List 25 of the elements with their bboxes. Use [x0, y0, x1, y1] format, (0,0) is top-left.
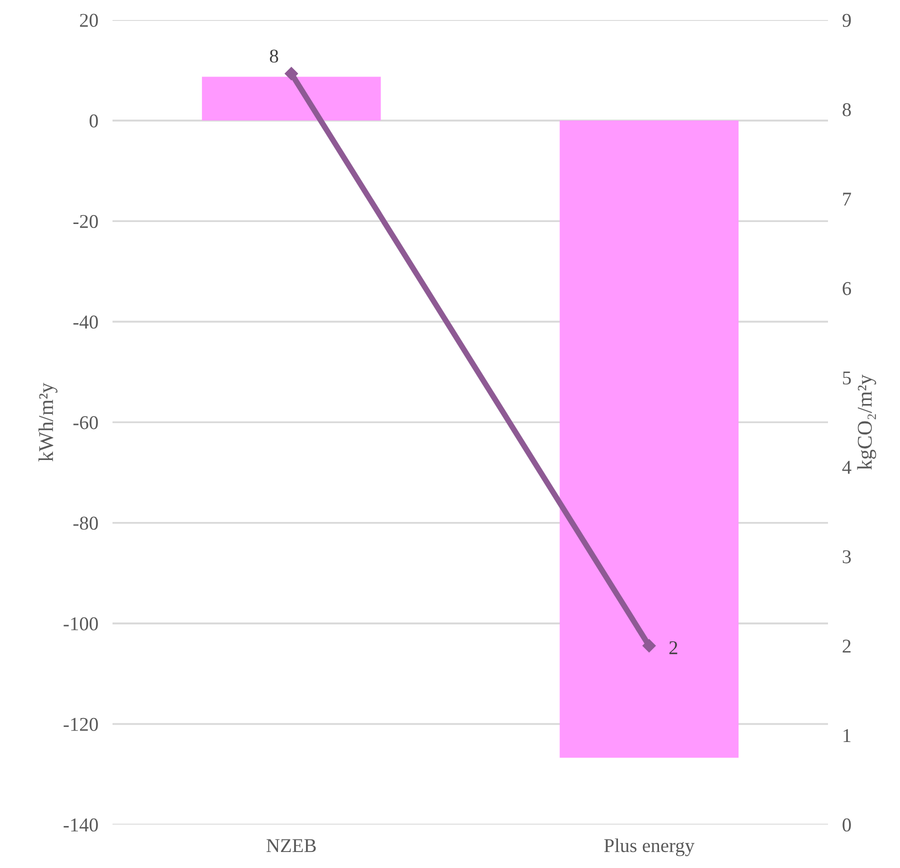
y-tick-label: 20 — [80, 14, 98, 27]
y2-tick-label: 3 — [842, 550, 851, 564]
y2-tick-label: 9 — [842, 14, 851, 27]
y-tick-label: -40 — [73, 316, 98, 329]
y-tick-label: -80 — [73, 516, 98, 530]
y2-tick-label: 6 — [842, 282, 852, 296]
y-tick-label: -140 — [64, 818, 98, 832]
x-tick-label: Plus energy — [604, 838, 695, 856]
y2-tick-label: 8 — [842, 103, 851, 116]
data-label: 2 — [669, 641, 678, 654]
y-tick-label: -20 — [73, 214, 98, 228]
y2-tick-label: 5 — [843, 372, 851, 385]
y2-tick-label: 2 — [842, 640, 851, 653]
x-tick-label: NZEB — [266, 839, 316, 852]
y-tick-label: -100 — [64, 617, 98, 630]
y2-tick-label: 7 — [843, 192, 852, 206]
y2-tick-label: 4 — [842, 460, 852, 474]
y-tick-label: 0 — [90, 114, 98, 128]
y2-tick-label: 0 — [842, 818, 851, 832]
y-tick-label: -60 — [73, 416, 98, 430]
data-label: 8 — [270, 50, 278, 63]
y-tick-label: -120 — [64, 718, 98, 731]
y-axis-title: kWh/m²y — [38, 382, 58, 462]
y2-axis-title: kgCO₂/m²y — [857, 374, 876, 470]
y2-tick-label: 1 — [844, 729, 850, 742]
